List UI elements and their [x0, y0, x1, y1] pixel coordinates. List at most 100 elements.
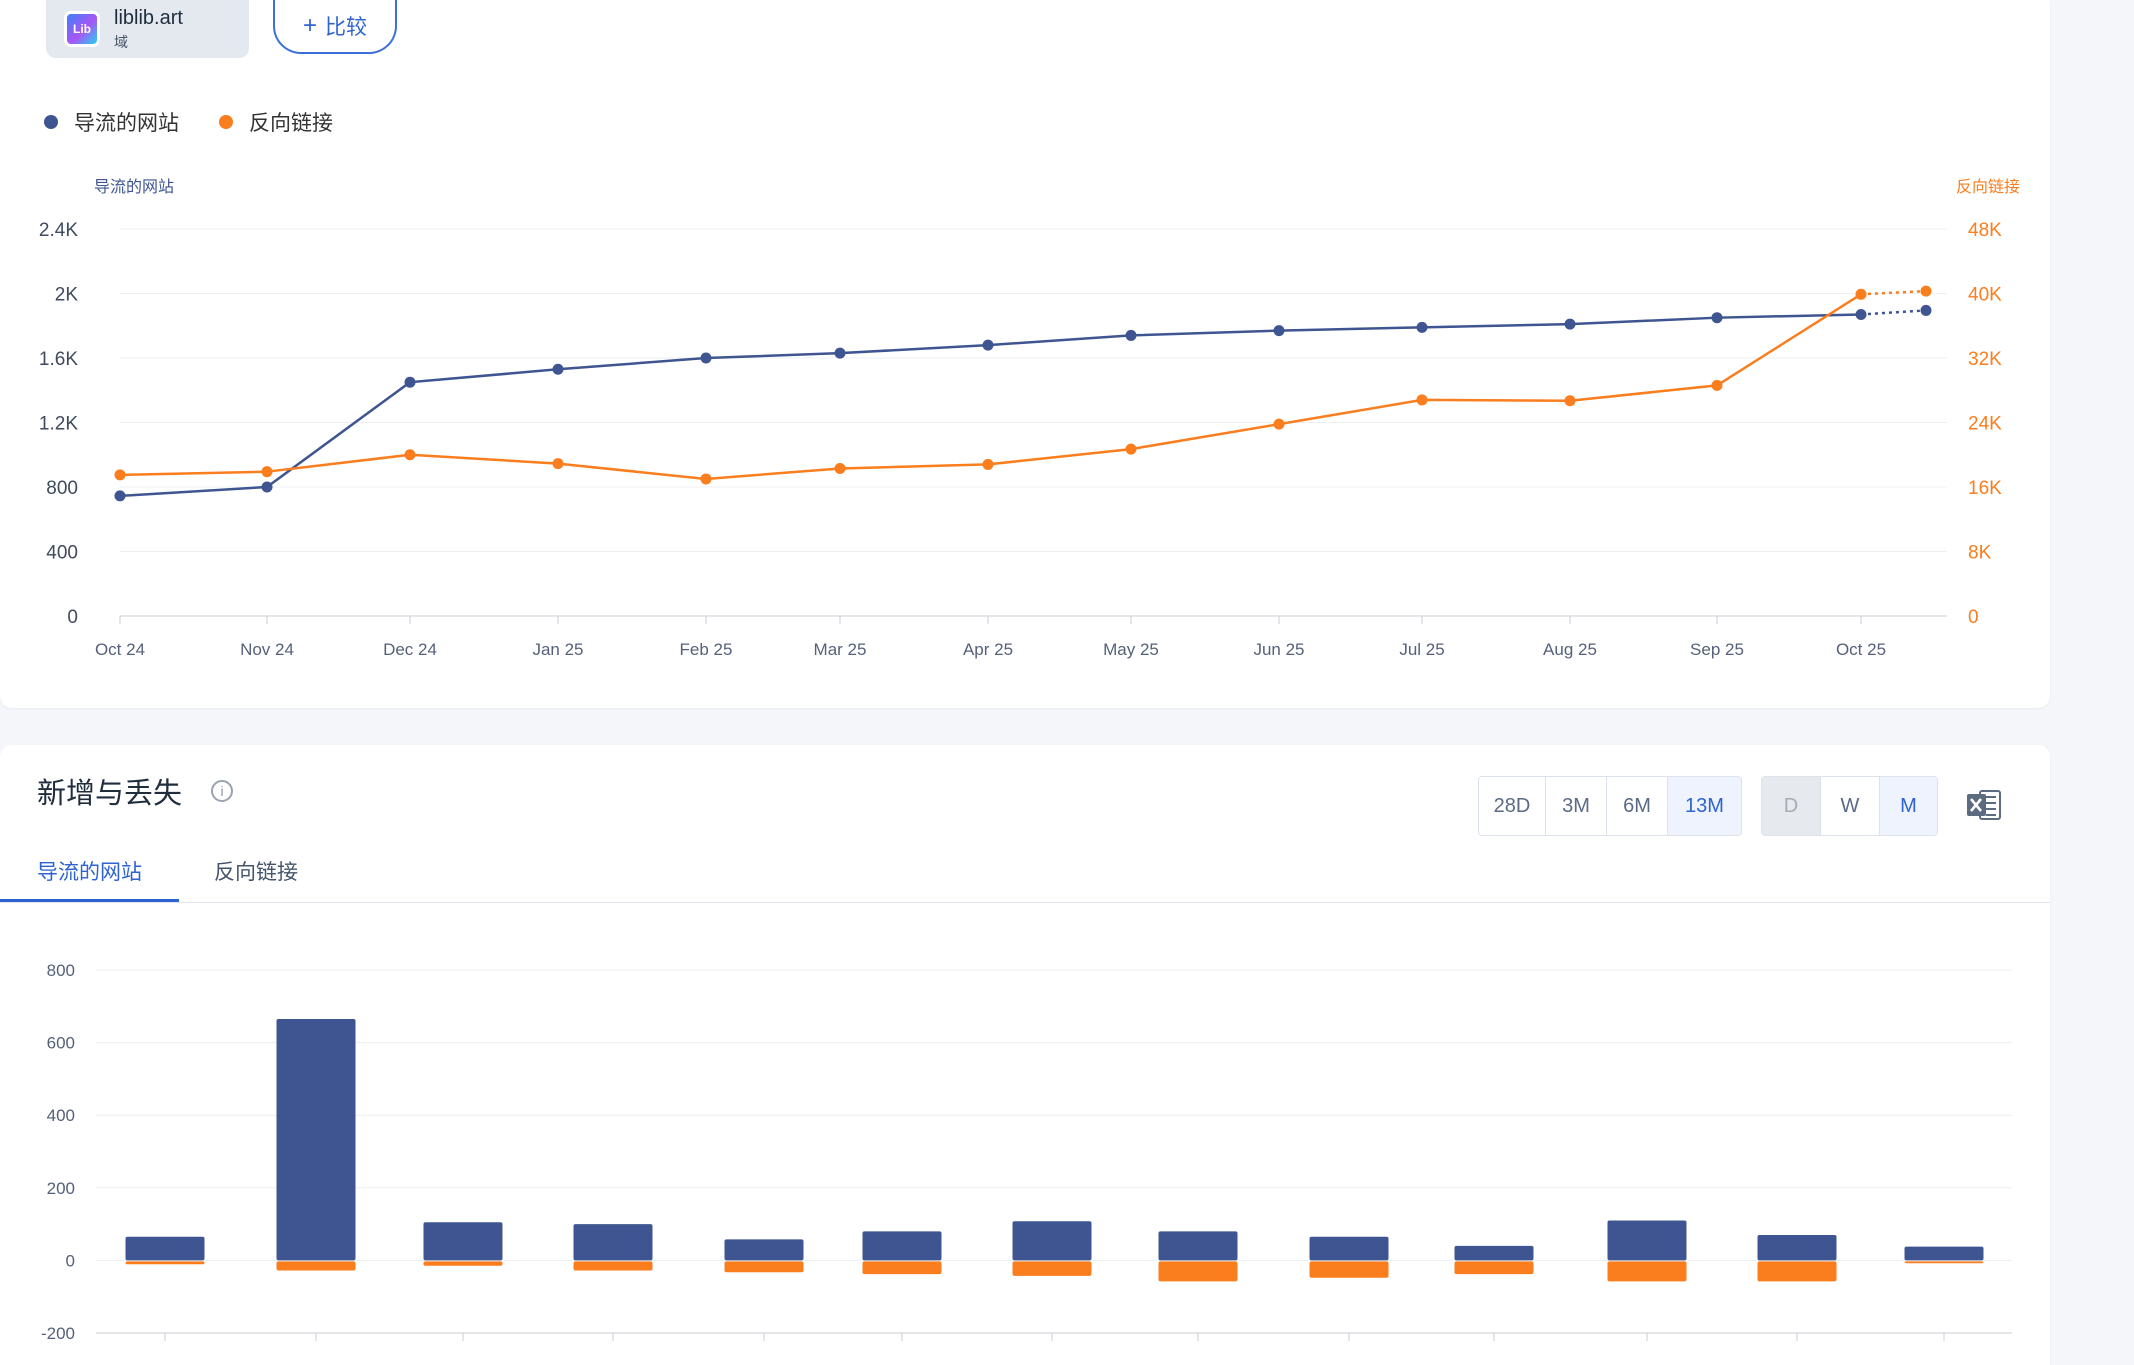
- granularity-month[interactable]: M: [1880, 777, 1937, 835]
- data-point: [1416, 321, 1428, 333]
- x-tick-label: Sep 25: [1690, 640, 1744, 659]
- y-tick-label: 600: [47, 1034, 75, 1053]
- bar-gained: [125, 1236, 205, 1261]
- bar-lost: [862, 1261, 942, 1275]
- x-tick-label: Dec 24: [383, 640, 437, 659]
- data-point: [552, 458, 564, 470]
- y-tick-label-right: 24K: [1968, 414, 2002, 435]
- data-point: [834, 347, 846, 359]
- bar-lost: [423, 1261, 503, 1266]
- data-point: [1125, 443, 1137, 455]
- data-point: [404, 449, 416, 461]
- data-point: [261, 481, 273, 493]
- y-tick-label-right: 16K: [1968, 478, 2002, 499]
- section-title: 新增与丢失: [37, 778, 183, 810]
- bar-lost: [1454, 1261, 1534, 1275]
- bar-gained: [573, 1224, 653, 1261]
- legend-label-referring-sites: 导流的网站: [74, 112, 179, 135]
- chart-legend: 导流的网站 反向链接: [44, 107, 373, 137]
- info-icon[interactable]: i: [211, 780, 233, 802]
- y-tick-label: 800: [47, 961, 75, 980]
- range-28d[interactable]: 28D: [1479, 777, 1546, 835]
- bar-lost: [573, 1261, 653, 1271]
- data-point: [982, 339, 994, 351]
- bar-lost: [1309, 1261, 1389, 1278]
- bar-gained: [1757, 1234, 1837, 1261]
- y-tick-label: 200: [47, 1179, 75, 1198]
- y-tick-label-right: 40K: [1968, 285, 2002, 306]
- granularity-day[interactable]: D: [1762, 777, 1821, 835]
- y-tick-label-left: 2K: [55, 285, 79, 306]
- bar-lost: [1904, 1261, 1984, 1264]
- legend-label-backlinks: 反向链接: [249, 112, 333, 135]
- x-tick-label: Oct 25: [1836, 640, 1886, 659]
- domain-name: liblib.art: [114, 6, 183, 29]
- x-tick-label: Apr 25: [963, 640, 1013, 659]
- bar-gained: [276, 1019, 356, 1261]
- domain-type: 域: [114, 33, 128, 50]
- range-3m[interactable]: 3M: [1546, 777, 1607, 835]
- y-tick-label-left: 1.2K: [39, 414, 78, 435]
- data-point: [982, 458, 994, 470]
- data-point: [1920, 285, 1932, 297]
- data-point: [700, 473, 712, 485]
- range-6m[interactable]: 6M: [1607, 777, 1668, 835]
- x-tick-label: Oct 24: [95, 640, 145, 659]
- data-point: [261, 466, 273, 478]
- y-tick-label: 400: [47, 1106, 75, 1125]
- data-point: [1711, 312, 1723, 324]
- bar-gained: [1454, 1245, 1534, 1261]
- x-tick-label: Jun 25: [1253, 640, 1304, 659]
- x-tick-label: Nov 24: [240, 640, 294, 659]
- legend-dot-backlinks: [219, 115, 233, 129]
- data-point: [1273, 325, 1285, 337]
- compare-button[interactable]: + 比较: [273, 0, 397, 54]
- y-tick-label-right: 48K: [1968, 220, 2002, 241]
- bar-lost: [276, 1261, 356, 1271]
- tab-bar: 导流的网站 反向链接: [0, 850, 2050, 903]
- bar-lost: [1012, 1261, 1092, 1276]
- bar-lost: [1158, 1261, 1238, 1282]
- bar-gained: [862, 1231, 942, 1261]
- legend-dot-referring-sites: [44, 115, 58, 129]
- domain-logo-icon: Lib: [64, 11, 100, 47]
- line-chart: 导流的网站 反向链接 0 400 800 1.2K 1.6K 2K 2.4K 0 8K 16K 2…: [39, 178, 2020, 659]
- data-point: [700, 352, 712, 364]
- tab-referring-sites[interactable]: 导流的网站: [37, 861, 142, 884]
- range-13m[interactable]: 13M: [1668, 777, 1741, 835]
- granularity-week[interactable]: W: [1821, 777, 1880, 835]
- domain-logo-text: Lib: [73, 22, 91, 36]
- data-point: [1855, 308, 1867, 320]
- data-point: [1564, 318, 1576, 330]
- data-point: [1711, 379, 1723, 391]
- bar-gained: [1158, 1231, 1238, 1261]
- domain-chip[interactable]: Lib liblib.art 域: [46, 0, 249, 58]
- y-tick-label-left: 0: [67, 607, 78, 628]
- legend-item-backlinks[interactable]: 反向链接: [219, 107, 333, 137]
- bar-gained: [1012, 1221, 1092, 1261]
- bar-gained: [724, 1239, 804, 1261]
- data-point: [1125, 329, 1137, 341]
- x-tick-label: Jan 25: [532, 640, 583, 659]
- legend-item-referring-sites[interactable]: 导流的网站: [44, 107, 179, 137]
- y-tick-label-right: 32K: [1968, 349, 2002, 370]
- data-point: [552, 363, 564, 375]
- y-tick-label-left: 800: [46, 478, 78, 499]
- y-tick-label-right: 8K: [1968, 543, 1992, 564]
- range-selector: 28D 3M 6M 13M: [1478, 776, 1742, 836]
- y-axis-title-right: 反向链接: [1956, 178, 2020, 196]
- data-point: [1855, 288, 1867, 300]
- data-point: [834, 462, 846, 474]
- data-point: [114, 469, 126, 481]
- projected-segment: [1860, 309, 1927, 316]
- data-point: [1416, 394, 1428, 406]
- bar-lost: [724, 1261, 804, 1273]
- data-point: [1564, 395, 1576, 407]
- tab-backlinks[interactable]: 反向链接: [214, 861, 298, 884]
- bar-gained: [1607, 1220, 1687, 1261]
- y-tick-label-left: 400: [46, 543, 78, 564]
- bar-gained: [1904, 1246, 1984, 1261]
- excel-icon[interactable]: [1966, 788, 2002, 822]
- bar-gained: [423, 1222, 503, 1261]
- active-tab-indicator: [0, 899, 179, 902]
